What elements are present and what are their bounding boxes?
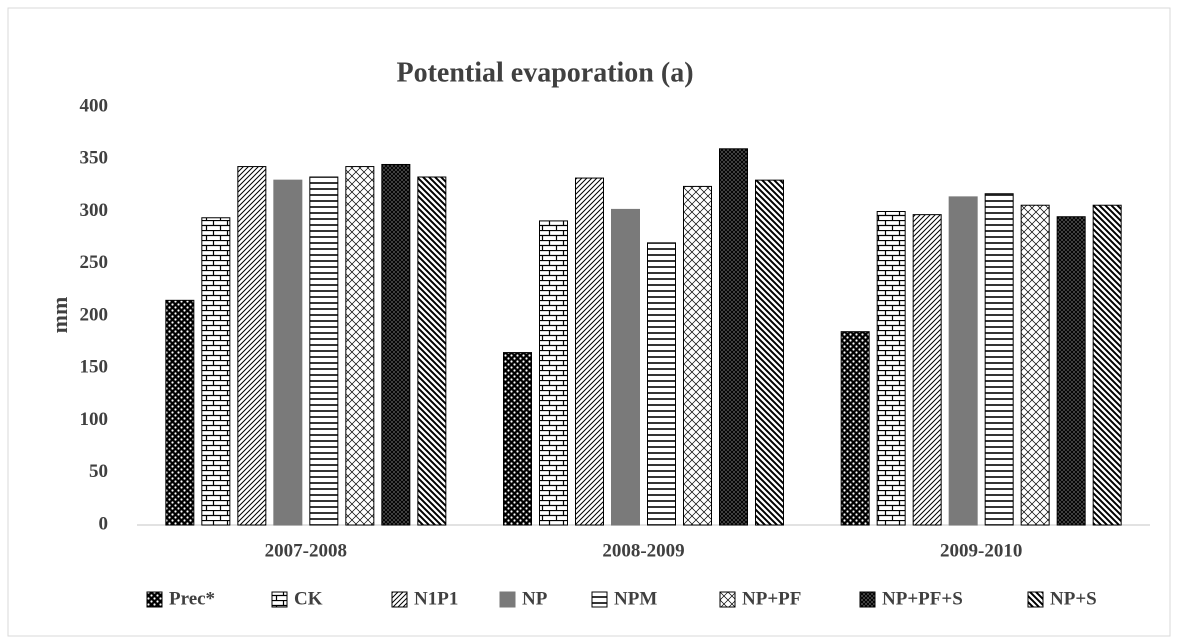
y-tick-label: 0 [99,513,109,534]
y-tick-label: 400 [80,95,109,116]
legend-swatch [271,591,288,608]
bar [984,193,1014,526]
bar [539,220,568,526]
legend-label: Prec* [169,588,215,609]
legend-label: CK [294,588,323,609]
legend-label: NP [522,588,548,609]
bar [201,217,231,526]
y-tick-label: 50 [89,461,108,482]
bar [876,211,906,526]
y-tick-label: 350 [80,148,109,169]
bar [309,176,339,526]
bar [647,242,676,526]
legend-label: N1P1 [414,588,458,609]
bar [503,352,532,526]
bar [1092,204,1122,526]
y-tick-label: 300 [80,200,109,221]
bar [755,179,784,526]
bar [1020,204,1050,526]
x-tick-label: 2009-2010 [940,540,1022,561]
y-tick-label: 100 [80,409,109,430]
bar [417,176,447,526]
bar [611,208,640,526]
legend-label: NPM [614,588,657,609]
bar [683,185,712,526]
bar [575,177,604,526]
legend-swatch [1027,591,1044,608]
legend-swatch [391,591,408,608]
legend-label: NP+S [1050,588,1097,609]
legend-swatch [591,591,608,608]
bar [948,196,978,526]
y-tick-label: 250 [80,252,109,273]
legend-label: NP+PF+S [882,588,963,609]
legend-label: NP+PF [742,588,801,609]
bar [719,148,748,526]
x-tick-label: 2007-2008 [265,540,347,561]
legend-swatch [499,591,516,608]
bar [1056,216,1086,526]
bar [165,299,195,526]
legend-swatch [719,591,736,608]
bar [381,163,411,526]
bar [273,179,303,526]
legend-swatch [859,591,876,608]
bar [912,214,942,526]
y-axis-label: mm [47,297,72,334]
chart-title: Potential evaporation (a) [396,57,693,88]
legend-swatch [146,591,163,608]
bar [840,331,870,526]
bar [237,166,267,526]
y-tick-label: 200 [80,304,109,325]
x-tick-label: 2008-2009 [602,540,684,561]
bar [345,166,375,526]
y-tick-label: 150 [80,357,109,378]
